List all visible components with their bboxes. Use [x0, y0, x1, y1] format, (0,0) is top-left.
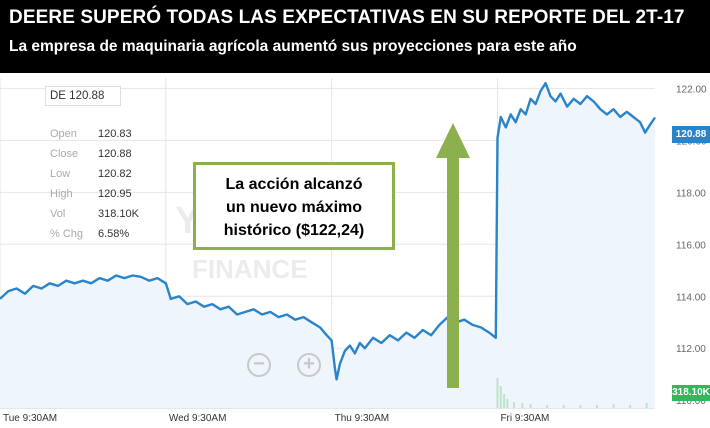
volume-bar	[612, 404, 615, 408]
ticker-label: DE 120.88	[45, 86, 121, 106]
series-line	[0, 82, 656, 381]
y-tick-label: 114.00	[676, 292, 706, 303]
volume-bar	[513, 402, 516, 408]
quote-label: High	[50, 188, 73, 200]
x-tick-label: Tue 9:30AM	[3, 413, 57, 424]
quote-label: % Chg	[50, 228, 84, 240]
volume-bar	[499, 386, 502, 408]
quote-label: Low	[50, 168, 71, 180]
y-tick-label: 122.00	[676, 84, 707, 95]
y-tick-label: 112.00	[676, 344, 706, 355]
volume-bar	[529, 404, 532, 408]
quote-value: 120.88	[98, 148, 132, 160]
volume-bar	[546, 405, 549, 408]
current-price-badge: 120.88	[672, 126, 710, 143]
y-tick-label: 116.00	[676, 240, 706, 251]
annotation-line: un nuevo máximo	[225, 199, 363, 216]
quote-label: Vol	[50, 208, 66, 220]
volume-bar	[496, 378, 499, 408]
quote-value: 6.58%	[98, 228, 130, 240]
volume-bar	[521, 403, 524, 408]
watermark-text: FINANCE	[192, 254, 308, 284]
zoom-in-icon[interactable]: +	[297, 353, 321, 377]
y-tick-label: 118.00	[676, 188, 706, 199]
volume-bar	[562, 405, 565, 408]
price-chart[interactable]: 110.00112.00114.00116.00118.00120.00122.…	[0, 73, 710, 428]
page-title: DEERE SUPERÓ TODAS LAS EXPECTATIVAS EN S…	[9, 7, 685, 28]
annotation-line: histórico ($122,24)	[223, 222, 365, 239]
quote-label: Close	[50, 148, 79, 160]
annotation-box: La acción alcanzó un nuevo máximo histór…	[193, 162, 395, 250]
volume-bar	[506, 399, 509, 408]
arrow-head	[436, 123, 470, 158]
page-subtitle: La empresa de maquinaria agrícola aument…	[9, 38, 577, 55]
volume-bar	[645, 403, 648, 408]
x-tick-label: Fri 9:30AM	[500, 413, 549, 424]
x-tick-label: Thu 9:30AM	[335, 413, 389, 424]
arrow-shaft	[447, 153, 459, 388]
y-tick-label: 110.00	[676, 396, 706, 407]
series-area	[0, 83, 655, 408]
annotation-line: La acción alcanzó	[225, 176, 363, 193]
quote-value: 318.10K	[98, 208, 139, 220]
volume-bar	[595, 405, 598, 408]
quote-value: 120.95	[98, 188, 132, 200]
header-banner: DEERE SUPERÓ TODAS LAS EXPECTATIVAS EN S…	[0, 0, 710, 73]
volume-bar	[503, 394, 506, 408]
quote-value: 120.83	[98, 128, 132, 140]
zoom-out-icon[interactable]: −	[247, 353, 271, 377]
quote-label: Open	[50, 128, 77, 140]
quote-value: 120.82	[98, 168, 132, 180]
x-tick-label: Wed 9:30AM	[169, 413, 227, 424]
volume-badge: 318.10K	[672, 385, 710, 401]
volume-bar	[629, 405, 632, 408]
volume-bar	[579, 405, 582, 408]
